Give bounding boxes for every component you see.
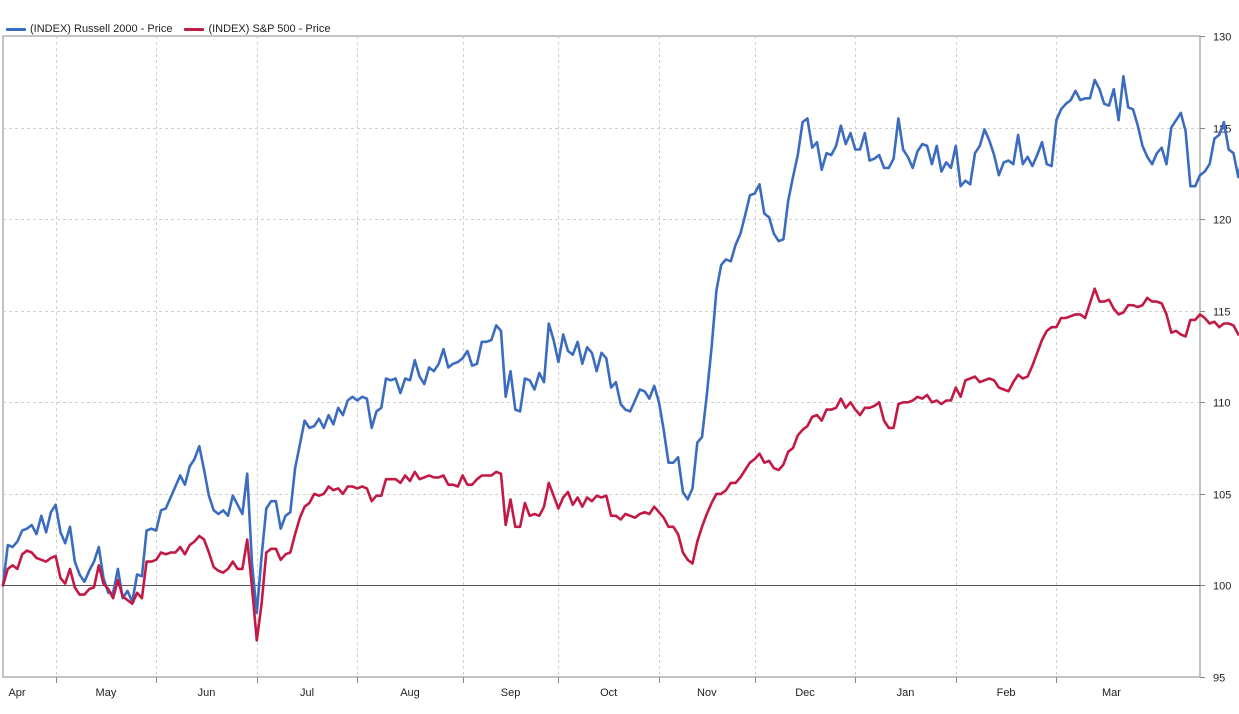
legend-label-sp500: (INDEX) S&P 500 - Price	[208, 23, 331, 35]
x-tick-label-jan: Jan	[897, 687, 915, 699]
x-tick-label-oct: Oct	[600, 687, 617, 699]
y-tick-label-105: 105	[1213, 490, 1231, 502]
x-tick-label-jul: Jul	[300, 687, 314, 699]
x-tick-label-may: May	[96, 687, 117, 699]
legend: (INDEX) Russell 2000 - Price (INDEX) S&P…	[6, 22, 343, 36]
series-line-sp500[interactable]	[1, 287, 1239, 642]
x-tick-label-jun: Jun	[198, 687, 216, 699]
x-tick-label-apr: Apr	[8, 687, 25, 699]
legend-label-russell: (INDEX) Russell 2000 - Price	[30, 23, 173, 35]
x-tick-label-sep: Sep	[501, 687, 521, 699]
x-tick-label-aug: Aug	[400, 687, 420, 699]
x-tick-label-dec: Dec	[795, 687, 815, 699]
x-tick-label-nov: Nov	[697, 687, 717, 699]
x-tick-label-mar: Mar	[1102, 687, 1121, 699]
y-tick-label-130: 130	[1213, 32, 1231, 44]
series-line-russell[interactable]	[1, 75, 1239, 615]
legend-swatch-russell	[6, 27, 26, 31]
y-tick-label-95: 95	[1213, 673, 1225, 685]
legend-item-sp500[interactable]: (INDEX) S&P 500 - Price	[184, 23, 331, 35]
y-tick-label-115: 115	[1213, 307, 1231, 319]
legend-swatch-sp500	[184, 27, 205, 31]
x-tick-label-feb: Feb	[997, 687, 1016, 699]
legend-item-russell[interactable]: (INDEX) Russell 2000 - Price	[6, 23, 172, 35]
y-tick-label-100: 100	[1213, 581, 1231, 593]
y-tick-label-120: 120	[1213, 215, 1231, 227]
y-tick-label-110: 110	[1213, 398, 1231, 410]
